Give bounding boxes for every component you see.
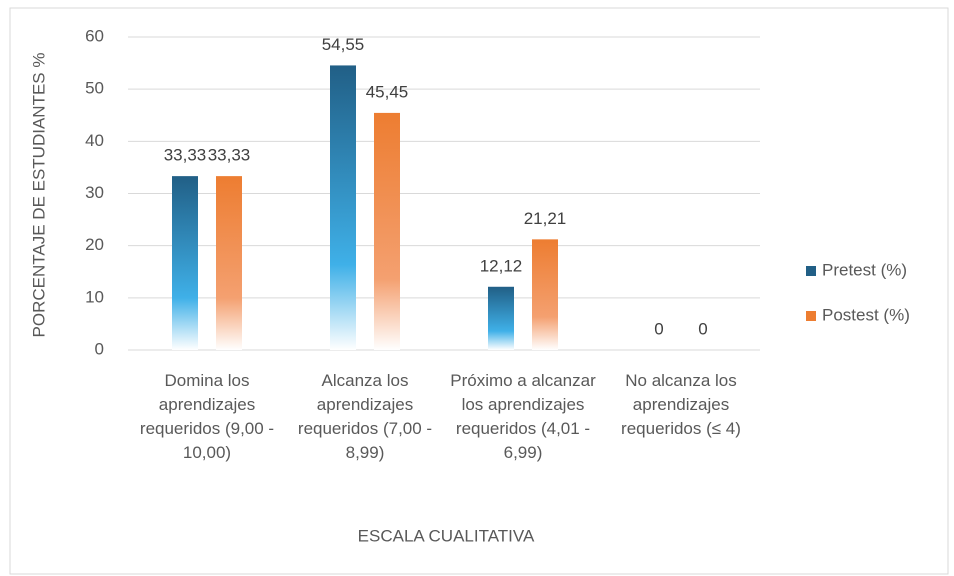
y-tick-label: 20 <box>85 235 104 254</box>
legend-swatch <box>806 311 816 321</box>
data-label: 33,33 <box>164 146 207 165</box>
legend-label: Pretest (%) <box>822 260 907 279</box>
data-label: 0 <box>654 319 663 338</box>
data-label: 54,55 <box>322 35 365 54</box>
x-axis-title: ESCALA CUALITATIVA <box>358 526 535 545</box>
data-label: 33,33 <box>208 146 251 165</box>
x-tick-label: No alcanza los aprendizajes requeridos (… <box>621 371 741 438</box>
data-label: 0 <box>698 319 707 338</box>
data-label: 21,21 <box>524 209 567 228</box>
y-tick-label: 50 <box>85 79 104 98</box>
x-tick-label: Domina los aprendizajes requeridos (9,00… <box>139 371 275 462</box>
data-label: 45,45 <box>366 82 409 101</box>
y-axis-title: PORCENTAJE DE ESTUDIANTES % <box>29 53 48 338</box>
chart-border <box>9 7 949 575</box>
y-tick-label: 10 <box>85 287 104 306</box>
bar <box>488 286 514 350</box>
legend-swatch <box>806 266 816 276</box>
y-tick-label: 40 <box>85 131 104 150</box>
y-tick-label: 30 <box>85 183 104 202</box>
y-tick-label: 0 <box>95 339 104 358</box>
x-tick-label: Alcanza los aprendizajes requeridos (7,0… <box>297 371 433 462</box>
bar <box>172 176 198 350</box>
bar <box>374 112 400 350</box>
y-tick-label: 60 <box>85 26 104 45</box>
bar <box>330 65 356 350</box>
legend-label: Postest (%) <box>822 305 910 324</box>
data-label: 12,12 <box>480 256 523 275</box>
bar <box>532 239 558 350</box>
bar <box>216 176 242 350</box>
x-tick-label: Próximo a alcanzar los aprendizajes requ… <box>450 371 596 462</box>
